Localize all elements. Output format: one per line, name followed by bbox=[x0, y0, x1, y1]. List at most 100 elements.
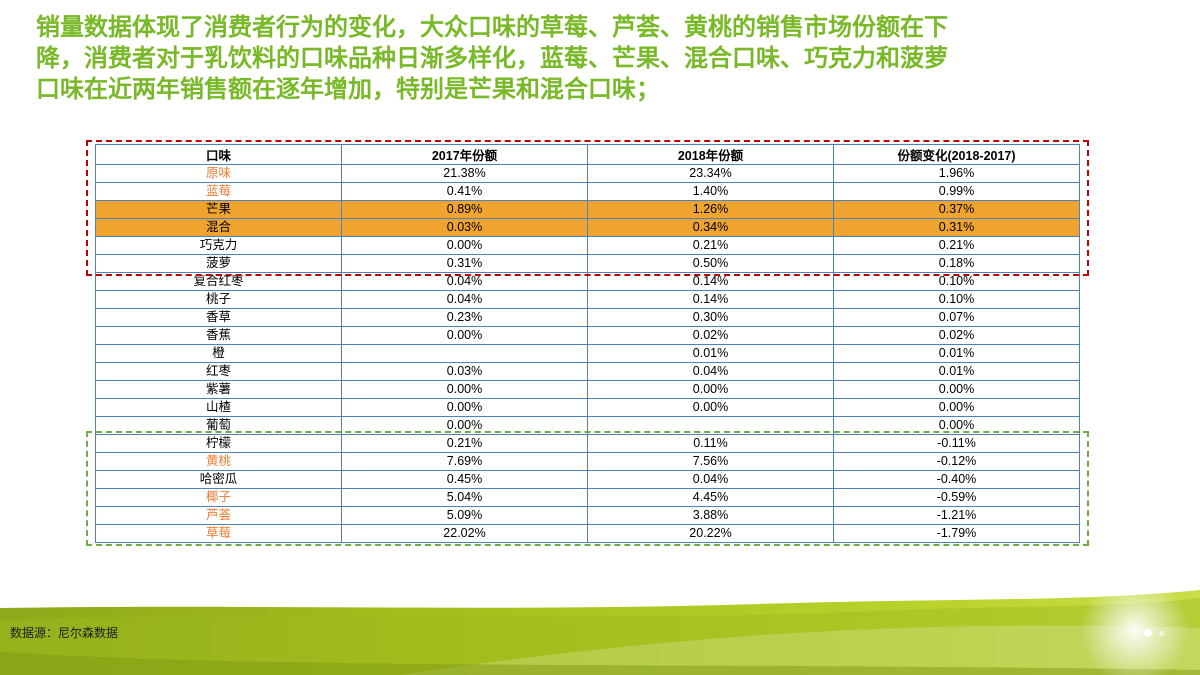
table-row: 椰子 5.04% 4.45% -0.59% bbox=[95, 488, 1080, 507]
share-2018-cell: 0.50% bbox=[587, 254, 834, 273]
share-2017-cell: 0.00% bbox=[341, 236, 588, 255]
share-2018-cell: 3.88% bbox=[587, 506, 834, 525]
table-row: 哈密瓜 0.45% 0.04% -0.40% bbox=[95, 470, 1080, 489]
share-2018-cell: 0.02% bbox=[587, 326, 834, 345]
share-2017-cell bbox=[341, 344, 588, 363]
flavor-cell: 紫薯 bbox=[95, 380, 342, 399]
change-cell: 0.07% bbox=[833, 308, 1080, 327]
data-source-label: 数据源：尼尔森数据 bbox=[10, 626, 119, 640]
share-2018-cell: 0.34% bbox=[587, 218, 834, 237]
flavor-cell: 芦荟 bbox=[95, 506, 342, 525]
change-cell: 0.00% bbox=[833, 380, 1080, 399]
share-2018-cell: 0.04% bbox=[587, 470, 834, 489]
flavor-cell: 柠檬 bbox=[95, 434, 342, 453]
title-line-1: 销量数据体现了消费者行为的变化，大众口味的草莓、芦荟、黄桃的销售市场份额在下 bbox=[36, 14, 948, 41]
share-2018-cell: 0.21% bbox=[587, 236, 834, 255]
flavor-cell: 草莓 bbox=[95, 524, 342, 543]
table-row: 原味 21.38% 23.34% 1.96% bbox=[95, 164, 1080, 183]
change-cell: 0.10% bbox=[833, 290, 1080, 309]
table-row: 黄桃 7.69% 7.56% -0.12% bbox=[95, 452, 1080, 471]
share-2018-cell: 23.34% bbox=[587, 164, 834, 183]
share-2017-cell: 0.45% bbox=[341, 470, 588, 489]
share-2017-cell: 0.04% bbox=[341, 272, 588, 291]
change-cell: -0.11% bbox=[833, 434, 1080, 453]
footer-wave-decoration bbox=[0, 590, 1200, 675]
share-2017-cell: 0.03% bbox=[341, 362, 588, 381]
change-cell: 0.01% bbox=[833, 344, 1080, 363]
col-header-share-change: 份额变化(2018-2017) bbox=[833, 144, 1080, 165]
footer-band: 数据源：尼尔森数据 bbox=[0, 590, 1200, 675]
share-2018-cell bbox=[587, 416, 834, 435]
share-2018-cell: 7.56% bbox=[587, 452, 834, 471]
flavor-cell: 芒果 bbox=[95, 200, 342, 219]
col-header-flavor: 口味 bbox=[95, 144, 342, 165]
share-2018-cell: 0.00% bbox=[587, 398, 834, 417]
col-header-2017-share: 2017年份额 bbox=[341, 144, 588, 165]
change-cell: 0.99% bbox=[833, 182, 1080, 201]
share-2017-cell: 22.02% bbox=[341, 524, 588, 543]
change-cell: 0.01% bbox=[833, 362, 1080, 381]
slide-title: 销量数据体现了消费者行为的变化，大众口味的草莓、芦荟、黄桃的销售市场份额在下 降… bbox=[36, 12, 1156, 105]
flavor-share-table: 口味 2017年份额 2018年份额 份额变化(2018-2017) 原味 21.… bbox=[95, 144, 1080, 543]
flavor-cell: 葡萄 bbox=[95, 416, 342, 435]
flavor-cell: 复合红枣 bbox=[95, 272, 342, 291]
flavor-cell: 混合 bbox=[95, 218, 342, 237]
change-cell: 0.00% bbox=[833, 416, 1080, 435]
share-2018-cell: 1.40% bbox=[587, 182, 834, 201]
share-2018-cell: 0.00% bbox=[587, 380, 834, 399]
share-2017-cell: 0.23% bbox=[341, 308, 588, 327]
flavor-cell: 原味 bbox=[95, 164, 342, 183]
table-row: 芒果 0.89% 1.26% 0.37% bbox=[95, 200, 1080, 219]
change-cell: 0.18% bbox=[833, 254, 1080, 273]
share-2017-cell: 0.31% bbox=[341, 254, 588, 273]
share-2017-cell: 0.00% bbox=[341, 416, 588, 435]
change-cell: -0.59% bbox=[833, 488, 1080, 507]
table-row: 芦荟 5.09% 3.88% -1.21% bbox=[95, 506, 1080, 525]
flavor-cell: 蓝莓 bbox=[95, 182, 342, 201]
change-cell: 0.31% bbox=[833, 218, 1080, 237]
flavor-share-table-container: 口味 2017年份额 2018年份额 份额变化(2018-2017) 原味 21.… bbox=[86, 140, 1089, 546]
flavor-cell: 山楂 bbox=[95, 398, 342, 417]
flavor-cell: 哈密瓜 bbox=[95, 470, 342, 489]
share-2018-cell: 20.22% bbox=[587, 524, 834, 543]
change-cell: 1.96% bbox=[833, 164, 1080, 183]
share-2017-cell: 0.03% bbox=[341, 218, 588, 237]
change-cell: -1.21% bbox=[833, 506, 1080, 525]
table-row: 香草 0.23% 0.30% 0.07% bbox=[95, 308, 1080, 327]
share-2017-cell: 0.89% bbox=[341, 200, 588, 219]
pagination-dot bbox=[1144, 629, 1152, 637]
share-2018-cell: 0.11% bbox=[587, 434, 834, 453]
change-cell: 0.10% bbox=[833, 272, 1080, 291]
flavor-cell: 黄桃 bbox=[95, 452, 342, 471]
title-line-2: 降，消费者对于乳饮料的口味品种日渐多样化，蓝莓、芒果、混合口味、巧克力和菠萝 bbox=[36, 45, 948, 72]
table-row: 草莓 22.02% 20.22% -1.79% bbox=[95, 524, 1080, 543]
table-row: 葡萄 0.00% 0.00% bbox=[95, 416, 1080, 435]
change-cell: -1.79% bbox=[833, 524, 1080, 543]
table-row: 山楂 0.00% 0.00% 0.00% bbox=[95, 398, 1080, 417]
share-2017-cell: 7.69% bbox=[341, 452, 588, 471]
share-2018-cell: 1.26% bbox=[587, 200, 834, 219]
flavor-cell: 香草 bbox=[95, 308, 342, 327]
share-2017-cell: 21.38% bbox=[341, 164, 588, 183]
flavor-cell: 红枣 bbox=[95, 362, 342, 381]
change-cell: 0.37% bbox=[833, 200, 1080, 219]
share-2017-cell: 0.21% bbox=[341, 434, 588, 453]
share-2017-cell: 0.04% bbox=[341, 290, 588, 309]
share-2018-cell: 0.14% bbox=[587, 290, 834, 309]
col-header-2018-share: 2018年份额 bbox=[587, 144, 834, 165]
table-row: 蓝莓 0.41% 1.40% 0.99% bbox=[95, 182, 1080, 201]
share-2017-cell: 5.04% bbox=[341, 488, 588, 507]
table-row: 香蕉 0.00% 0.02% 0.02% bbox=[95, 326, 1080, 345]
change-cell: -0.40% bbox=[833, 470, 1080, 489]
table-row: 桃子 0.04% 0.14% 0.10% bbox=[95, 290, 1080, 309]
share-2018-cell: 0.30% bbox=[587, 308, 834, 327]
flavor-cell: 菠萝 bbox=[95, 254, 342, 273]
share-2017-cell: 0.41% bbox=[341, 182, 588, 201]
flavor-cell: 香蕉 bbox=[95, 326, 342, 345]
table-row: 红枣 0.03% 0.04% 0.01% bbox=[95, 362, 1080, 381]
pagination-dot bbox=[1159, 631, 1164, 636]
share-2017-cell: 0.00% bbox=[341, 380, 588, 399]
share-2018-cell: 0.04% bbox=[587, 362, 834, 381]
flavor-cell: 椰子 bbox=[95, 488, 342, 507]
